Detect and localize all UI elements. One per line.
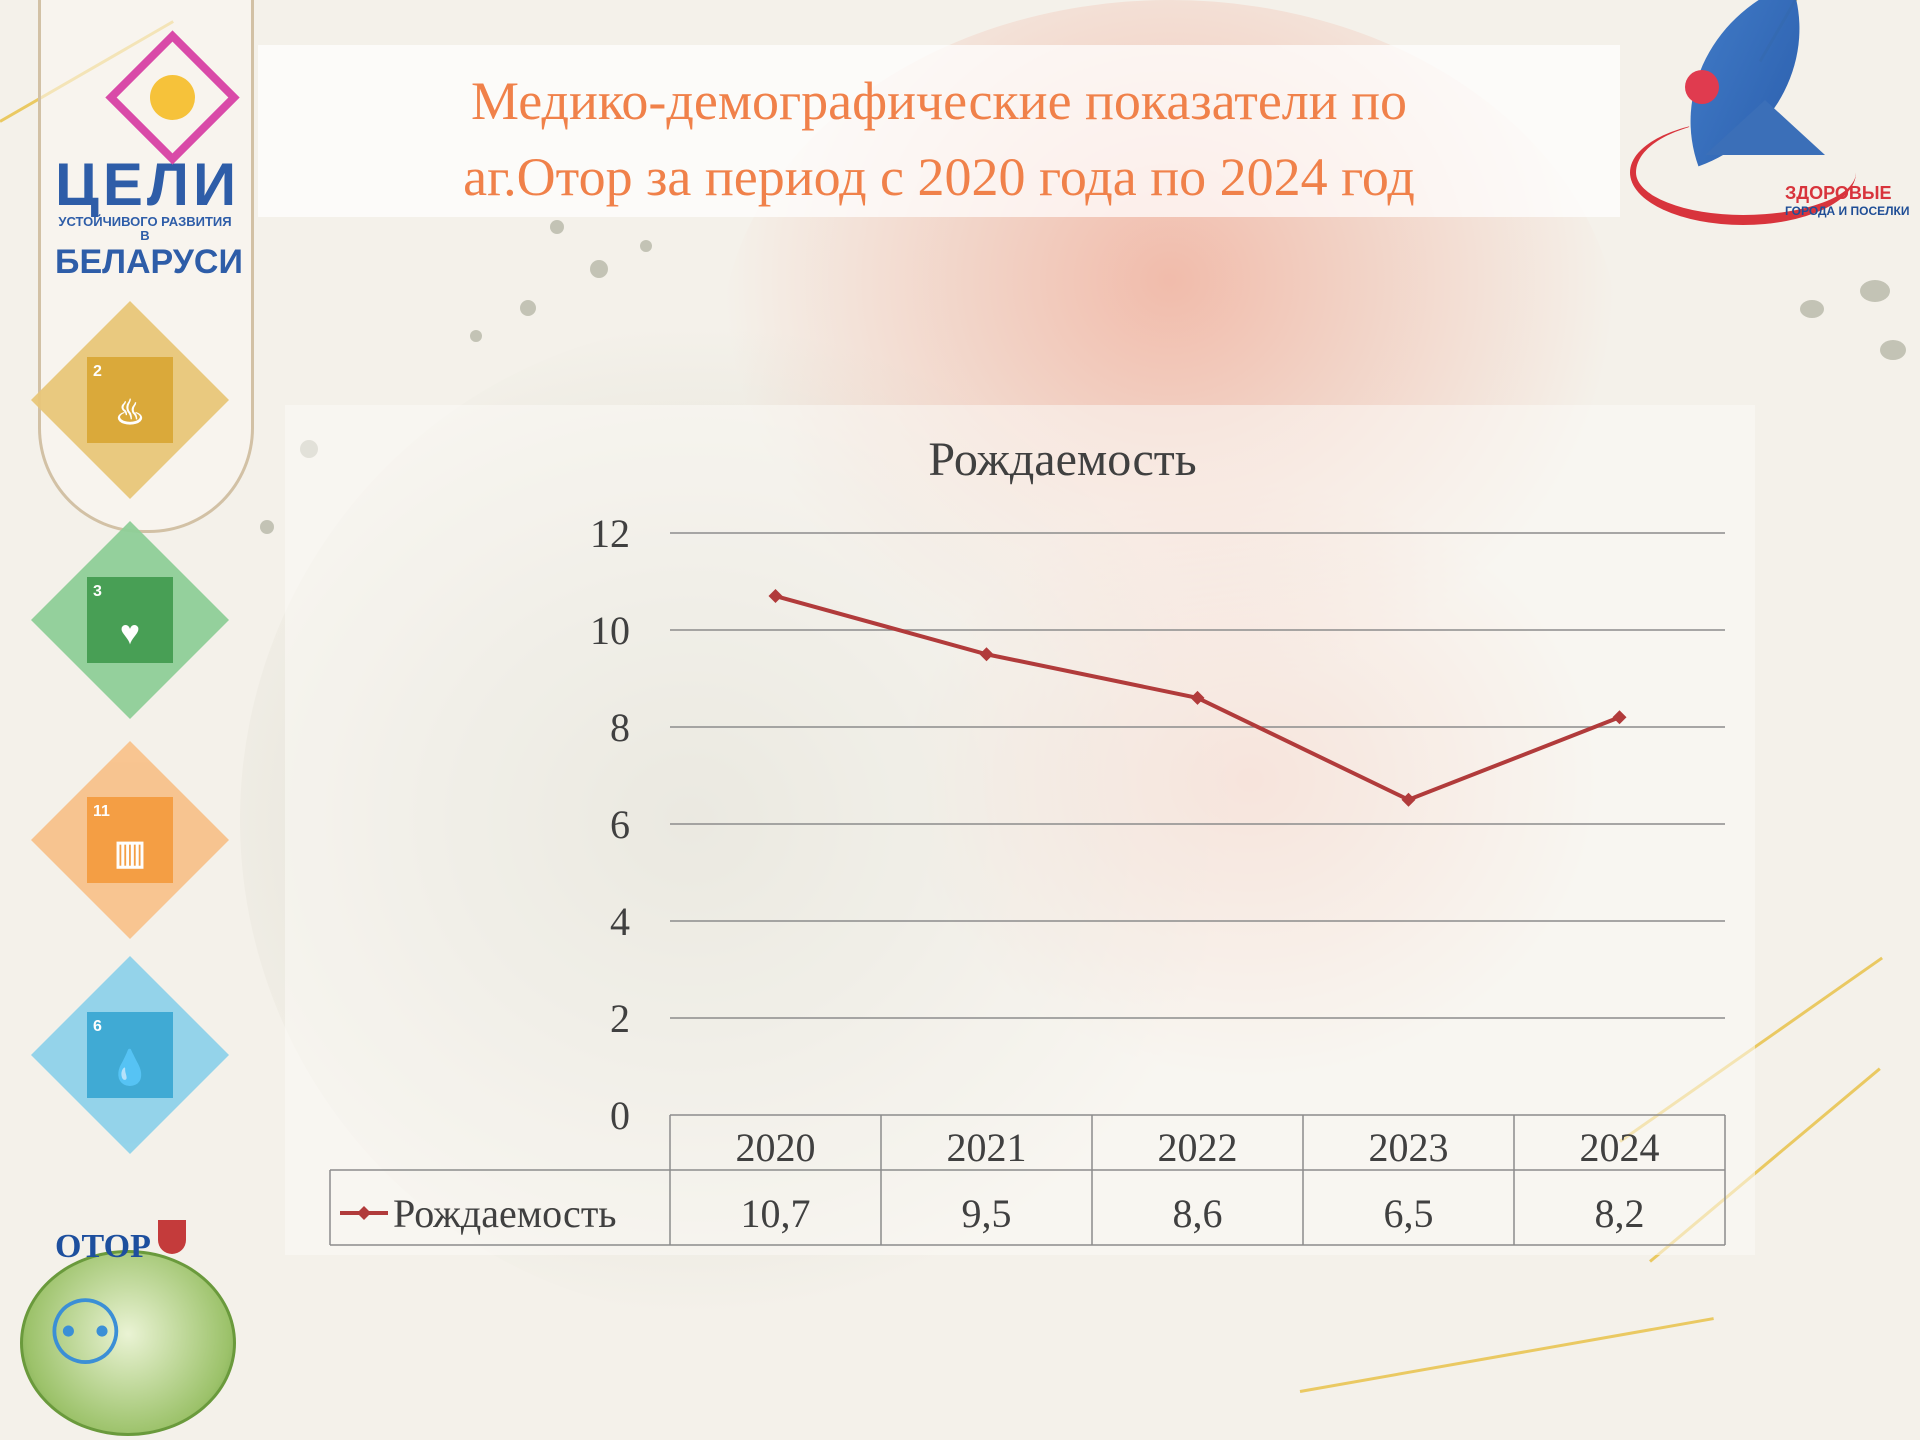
sdg-number: 11 <box>93 803 110 820</box>
decor-dot <box>1880 340 1906 360</box>
x-category-label: 2020 <box>736 1125 816 1170</box>
decor-dot <box>590 260 608 278</box>
decor-dot <box>470 330 482 342</box>
decor-dot <box>550 220 564 234</box>
legend-marker <box>357 1206 371 1220</box>
logo-country: БЕЛАРУСИ <box>55 243 243 281</box>
otor-logo-name: ОТОР <box>55 1228 151 1265</box>
sdg-11-emblem: 11 ▥ <box>31 741 229 939</box>
chart-panel: Рождаемость 0 2 4 6 8 10 12 2020 2021 2022 2023 2024… <box>285 405 1755 1255</box>
data-point <box>979 647 994 662</box>
people-icon: ⚇ <box>45 1285 126 1384</box>
y-tick-label: 10 <box>590 608 630 653</box>
decor-dot <box>520 300 536 316</box>
sdg-3-emblem: 3 ♥ <box>31 521 229 719</box>
y-tick-label: 8 <box>610 705 630 750</box>
y-tick-label: 2 <box>610 996 630 1041</box>
y-tick-label: 0 <box>610 1093 630 1138</box>
table-value-label: 8,6 <box>1173 1191 1223 1236</box>
city-icon: ▥ <box>113 834 147 872</box>
sun-icon <box>150 75 195 120</box>
heartbeat-icon: ♥ <box>119 614 141 652</box>
data-point <box>1612 710 1627 725</box>
x-category-label: 2022 <box>1158 1125 1238 1170</box>
healthy-cities-logo: ЗДОРОВЫЕ ГОРОДА И ПОСЕЛКИ <box>1625 0 1915 230</box>
otor-emblem-circle <box>20 1250 236 1436</box>
slide-title: Медико-демографические показатели по аг.… <box>258 63 1620 215</box>
water-drop-icon: 💧 <box>108 1049 152 1087</box>
sdg-belarus-logo: ЦЕЛИ УСТОЙЧИВОГО РАЗВИТИЯ В БЕЛАРУСИ <box>55 20 243 290</box>
y-tick-label: 4 <box>610 899 630 944</box>
decor-dot <box>1860 280 1890 302</box>
logo-title: ЦЕЛИ <box>55 151 241 218</box>
legend-label: Рождаемость <box>393 1191 617 1236</box>
slide-title-box: Медико-демографические показатели по аг.… <box>258 45 1620 217</box>
x-category-label: 2023 <box>1369 1125 1449 1170</box>
brand-line-1: ЗДОРОВЫЕ <box>1785 183 1892 203</box>
y-tick-label: 6 <box>610 802 630 847</box>
bowl-icon: ♨ <box>114 394 146 432</box>
data-point <box>1190 690 1205 705</box>
brand-line-2: ГОРОДА И ПОСЕЛКИ <box>1785 204 1910 218</box>
slide-title-line-2: аг.Отор за период с 2020 года по 2024 го… <box>463 147 1415 207</box>
y-tick-label: 12 <box>590 511 630 556</box>
decor-dot <box>1800 300 1824 318</box>
table-value-label: 10,7 <box>741 1191 811 1236</box>
table-value-label: 9,5 <box>962 1191 1012 1236</box>
slide-title-line-1: Медико-демографические показатели по <box>470 71 1408 131</box>
sdg-number: 2 <box>93 363 102 380</box>
sdg-6-emblem: 6 💧 <box>31 956 229 1154</box>
ornament-icon <box>1685 70 1719 104</box>
otor-village-logo: ОТОР ⚇ <box>10 1220 236 1436</box>
x-category-label: 2021 <box>947 1125 1027 1170</box>
sdg-number: 6 <box>93 1018 102 1035</box>
sdg-number: 3 <box>93 583 102 600</box>
swoosh-icon <box>1630 120 1856 225</box>
table-value-label: 6,5 <box>1384 1191 1434 1236</box>
table-value-label: 8,2 <box>1595 1191 1645 1236</box>
decor-dot <box>260 520 274 534</box>
birth-rate-chart: Рождаемость 0 2 4 6 8 10 12 2020 2021 2022 2023 2024… <box>329 433 1726 1246</box>
decor-stroke <box>1299 1317 1714 1393</box>
chart-title: Рождаемость <box>928 433 1196 486</box>
coat-of-arms-icon <box>158 1220 186 1254</box>
data-point <box>768 589 783 604</box>
x-category-label: 2024 <box>1580 1125 1660 1170</box>
logo-subtitle: УСТОЙЧИВОГО РАЗВИТИЯ В <box>58 214 232 243</box>
data-point <box>1401 792 1416 807</box>
decor-dot <box>640 240 652 252</box>
